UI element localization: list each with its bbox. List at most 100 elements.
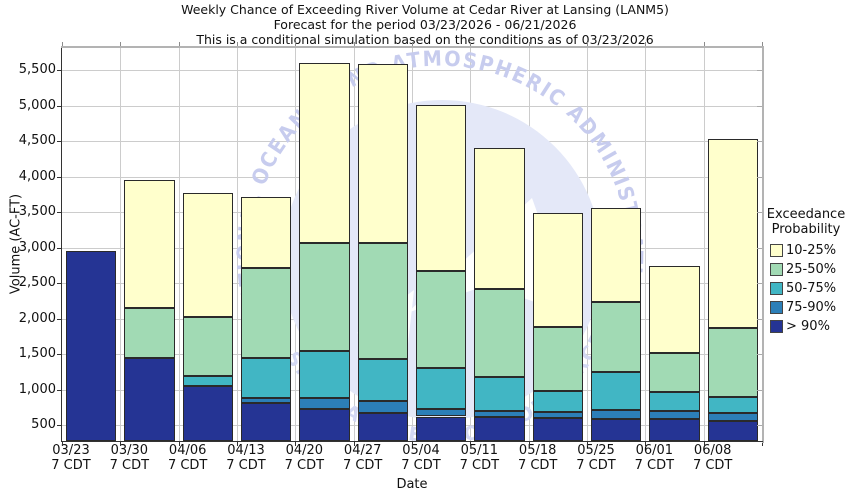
- bar-05-25-seg-75-90: [591, 409, 642, 419]
- y-tick-label: 2,500: [18, 275, 56, 291]
- x-tick-mark-top: [703, 42, 705, 46]
- y-tick-mark: [57, 141, 62, 142]
- x-tick-mark: [178, 442, 180, 446]
- legend-label: 10-25%: [786, 243, 837, 258]
- x-tick-mark: [412, 442, 413, 446]
- bar-05-18-seg-10-25: [532, 212, 583, 328]
- legend-swatch: [770, 301, 783, 314]
- plot-frame-top: [61, 46, 764, 48]
- x-tick-label: 06/08 7 CDT: [692, 443, 733, 473]
- y-tick-mark-right: [757, 247, 762, 249]
- bar-04-06-seg-10-25: [182, 192, 233, 318]
- x-axis-title: Date: [396, 477, 428, 492]
- bar-06-08-seg-10-25: [707, 138, 758, 328]
- bar-05-04-seg-75-90: [416, 409, 467, 417]
- legend-title-line2: Probability: [771, 222, 841, 237]
- x-tick-mark: [353, 442, 355, 446]
- legend: Exceedance Probability 10-25% 25-50% 50-75…: [762, 207, 850, 336]
- bar-03-30-seg-90: [124, 357, 175, 441]
- y-tick-label: 3,000: [18, 239, 56, 255]
- x-tick-mark-top: [587, 42, 588, 46]
- y-tick-label: 2,000: [18, 310, 56, 326]
- y-tick-label: 1,000: [18, 381, 56, 397]
- bar-04-13-seg-90: [241, 402, 292, 441]
- bar-05-18-seg-50-75: [532, 390, 583, 412]
- y-tick-mark: [57, 212, 62, 214]
- bar-04-20-seg-90: [299, 409, 350, 441]
- bar-05-11-seg-75-90: [474, 410, 525, 418]
- y-tick-mark-right: [757, 318, 762, 320]
- x-gridline: [703, 48, 705, 441]
- x-gridline: [178, 48, 180, 441]
- y-tick-mark: [57, 354, 62, 356]
- legend-item-50-75: 50-75%: [762, 279, 850, 298]
- x-gridline: [645, 48, 647, 441]
- y-tick-label: 4,500: [18, 133, 56, 148]
- y-tick-label: 1,500: [18, 346, 56, 362]
- bar-06-01-seg-25-50: [649, 352, 700, 393]
- x-tick-mark: [703, 442, 705, 446]
- x-tick-mark-top: [353, 42, 355, 46]
- x-tick-label: 06/01 7 CDT: [634, 443, 675, 473]
- y-tick-mark: [57, 425, 62, 427]
- x-tick-mark-top: [295, 42, 297, 46]
- bar-04-06-seg-50-75: [182, 376, 233, 387]
- bar-06-01-seg-90: [649, 418, 700, 441]
- bar-06-01-seg-75-90: [649, 411, 700, 419]
- x-tick-mark: [120, 442, 122, 446]
- bar-06-08-seg-90: [707, 420, 758, 441]
- x-tick-label: 04/06 7 CDT: [167, 443, 208, 473]
- legend-swatch: [770, 320, 783, 333]
- x-tick-label: 05/25 7 CDT: [576, 443, 616, 473]
- bar-05-11-seg-90: [474, 417, 525, 441]
- bar-06-08-seg-75-90: [707, 412, 758, 421]
- bar-05-04-seg-10-25: [416, 105, 467, 271]
- bar-05-25-seg-10-25: [591, 208, 642, 303]
- x-tick-mark-top: [237, 42, 238, 46]
- y-tick-mark-right: [757, 105, 762, 107]
- y-tick-mark: [57, 105, 62, 107]
- legend-label: 25-50%: [786, 262, 837, 277]
- x-tick-label: 05/11 7 CDT: [459, 443, 500, 473]
- y-tick-mark: [57, 389, 62, 391]
- y-tick-mark: [57, 247, 62, 249]
- chart-subtitle-period: Forecast for the period 03/23/2026 - 06/…: [273, 17, 577, 32]
- bar-04-27-seg-75-90: [357, 400, 408, 413]
- x-tick-mark-top: [62, 42, 63, 46]
- bar-04-20-seg-10-25: [299, 63, 350, 243]
- y-tick-mark: [57, 318, 62, 320]
- bar-04-06-seg-25-50: [182, 317, 233, 377]
- bar-05-18-seg-25-50: [532, 327, 583, 391]
- bar-04-27-seg-90: [357, 412, 408, 441]
- x-tick-mark-top: [178, 42, 180, 46]
- x-tick-mark-top: [645, 42, 647, 46]
- x-tick-mark: [645, 442, 647, 446]
- bar-05-11-seg-25-50: [474, 289, 525, 377]
- x-tick-mark-top: [412, 42, 413, 46]
- x-tick-mark: [587, 442, 588, 446]
- x-tick-mark-top: [762, 42, 763, 46]
- legend-label: 50-75%: [786, 281, 837, 296]
- bar-05-11-seg-10-25: [474, 148, 525, 290]
- x-tick-mark-top: [470, 42, 472, 46]
- x-tick-label: 04/20 7 CDT: [284, 443, 325, 473]
- y-tick-mark: [57, 283, 62, 285]
- bar-05-04-seg-90: [416, 416, 467, 441]
- bar-04-13-seg-75-90: [241, 398, 292, 403]
- legend-swatch: [770, 282, 783, 295]
- x-tick-mark: [762, 442, 763, 446]
- x-tick-mark: [237, 442, 238, 446]
- bar-04-27-seg-50-75: [357, 358, 408, 401]
- bar-06-08-seg-25-50: [707, 327, 758, 398]
- legend-item-90: > 90%: [762, 317, 850, 336]
- y-tick-mark-right: [757, 354, 762, 356]
- x-tick-mark: [470, 442, 472, 446]
- x-tick-label: 04/27 7 CDT: [342, 443, 383, 473]
- chart-subtitle-conditions: This is a conditional simulation based o…: [196, 32, 654, 47]
- x-tick-label: 05/18 7 CDT: [517, 443, 558, 473]
- x-tick-mark-top: [528, 42, 530, 46]
- y-tick-mark-right: [757, 389, 762, 391]
- y-tick-mark-right: [757, 70, 762, 71]
- bar-04-06-seg-90: [182, 386, 233, 441]
